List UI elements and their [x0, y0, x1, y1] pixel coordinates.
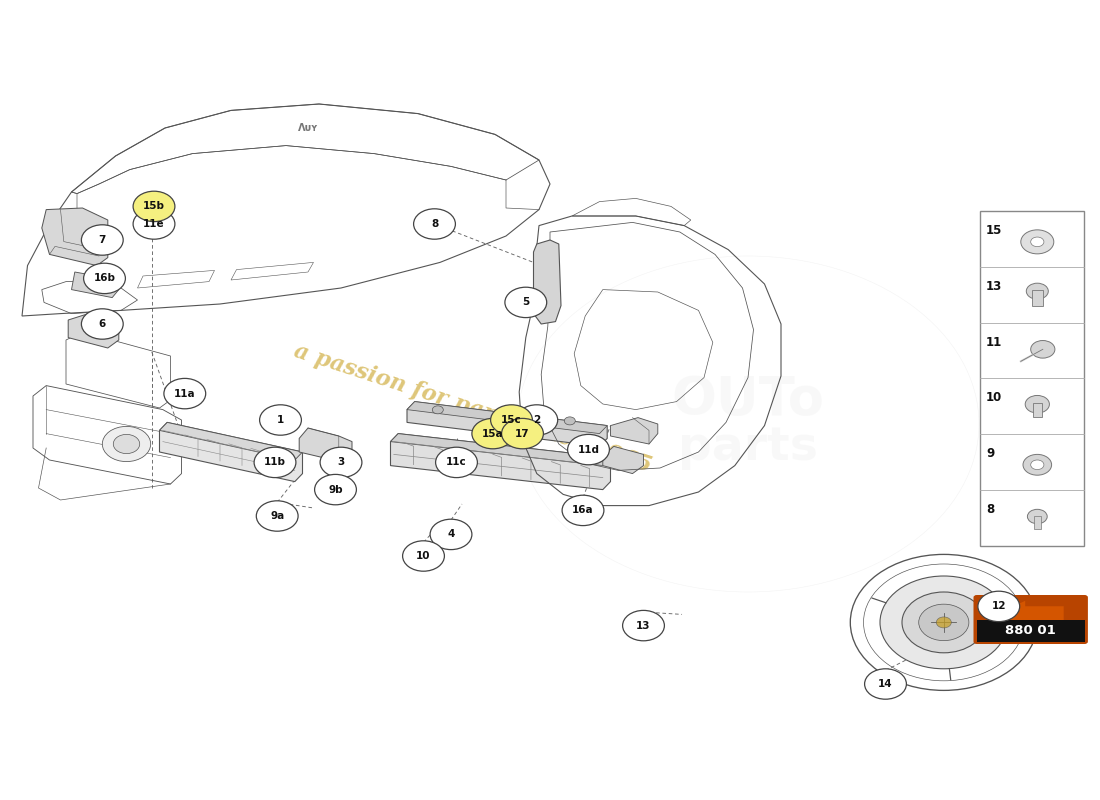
Circle shape [1031, 341, 1055, 358]
Circle shape [81, 309, 123, 339]
Circle shape [918, 604, 969, 641]
Circle shape [315, 474, 356, 505]
Text: Ʌᴜʏ: Ʌᴜʏ [298, 123, 318, 133]
Text: 9a: 9a [271, 511, 284, 521]
Circle shape [133, 209, 175, 239]
Polygon shape [390, 434, 611, 466]
Text: 12: 12 [991, 602, 1006, 611]
Circle shape [164, 378, 206, 409]
FancyBboxPatch shape [974, 595, 1088, 644]
Circle shape [865, 669, 906, 699]
Circle shape [260, 405, 301, 435]
Text: parts: parts [678, 426, 818, 470]
Polygon shape [299, 428, 352, 462]
Text: 3: 3 [338, 458, 344, 467]
Circle shape [498, 411, 509, 419]
Circle shape [81, 225, 123, 255]
Text: 8: 8 [431, 219, 438, 229]
Circle shape [978, 591, 1020, 622]
Polygon shape [407, 402, 607, 434]
Circle shape [502, 418, 543, 449]
Polygon shape [989, 601, 1064, 635]
Text: 14: 14 [878, 679, 893, 689]
Text: 11e: 11e [143, 219, 165, 229]
Bar [977, 620, 1085, 642]
Text: 8: 8 [986, 503, 994, 516]
Text: OUTo: OUTo [671, 374, 825, 426]
Circle shape [1026, 283, 1048, 299]
Circle shape [1031, 460, 1044, 470]
Text: 16a: 16a [572, 506, 594, 515]
Circle shape [623, 610, 664, 641]
Text: 4: 4 [448, 530, 454, 539]
Polygon shape [42, 208, 108, 266]
Circle shape [436, 447, 477, 478]
Circle shape [564, 417, 575, 425]
Text: 9b: 9b [328, 485, 343, 494]
Circle shape [414, 209, 455, 239]
Circle shape [430, 519, 472, 550]
Text: 7: 7 [99, 235, 106, 245]
Polygon shape [603, 446, 644, 474]
Circle shape [1027, 510, 1047, 524]
Text: 15c: 15c [502, 415, 521, 425]
Circle shape [1031, 237, 1044, 246]
Text: 10: 10 [416, 551, 431, 561]
Bar [1032, 290, 1043, 306]
Polygon shape [72, 272, 119, 298]
Circle shape [936, 617, 952, 628]
Circle shape [102, 426, 151, 462]
Circle shape [562, 495, 604, 526]
Circle shape [403, 541, 444, 571]
Text: 13: 13 [986, 280, 1002, 293]
Bar [1033, 402, 1042, 417]
Polygon shape [534, 240, 561, 324]
Text: a passion for parts since 1965: a passion for parts since 1965 [292, 340, 654, 476]
Circle shape [1023, 454, 1052, 475]
Polygon shape [160, 422, 302, 460]
Text: 11a: 11a [174, 389, 196, 398]
Text: 5: 5 [522, 298, 529, 307]
Circle shape [133, 191, 175, 222]
Circle shape [84, 263, 125, 294]
Text: 1: 1 [277, 415, 284, 425]
Text: 880 01: 880 01 [1005, 624, 1056, 638]
Polygon shape [407, 402, 607, 446]
Circle shape [254, 447, 296, 478]
Polygon shape [610, 418, 658, 444]
Circle shape [505, 287, 547, 318]
Circle shape [568, 434, 609, 465]
Text: 11b: 11b [264, 458, 286, 467]
Text: 15a: 15a [482, 429, 504, 438]
Circle shape [320, 447, 362, 478]
Circle shape [113, 434, 140, 454]
Circle shape [491, 405, 532, 435]
Text: 11c: 11c [447, 458, 466, 467]
Circle shape [432, 406, 443, 414]
Circle shape [516, 405, 558, 435]
Text: 6: 6 [99, 319, 106, 329]
Text: 15: 15 [986, 224, 1002, 238]
Polygon shape [68, 312, 119, 348]
Text: 2: 2 [534, 415, 540, 425]
Text: 9: 9 [986, 447, 994, 460]
Circle shape [472, 418, 514, 449]
Text: 10: 10 [986, 391, 1002, 405]
Text: 15b: 15b [143, 202, 165, 211]
Polygon shape [390, 434, 611, 490]
Text: 17: 17 [515, 429, 530, 438]
Text: 11d: 11d [578, 445, 600, 454]
Bar [979, 211, 1084, 546]
Bar [1034, 516, 1041, 529]
Text: 11: 11 [986, 336, 1002, 349]
Text: 13: 13 [636, 621, 651, 630]
Text: 16b: 16b [94, 274, 115, 283]
Circle shape [1021, 230, 1054, 254]
Circle shape [256, 501, 298, 531]
Circle shape [880, 576, 1008, 669]
Circle shape [1025, 395, 1049, 413]
Polygon shape [160, 422, 302, 482]
Circle shape [902, 592, 986, 653]
